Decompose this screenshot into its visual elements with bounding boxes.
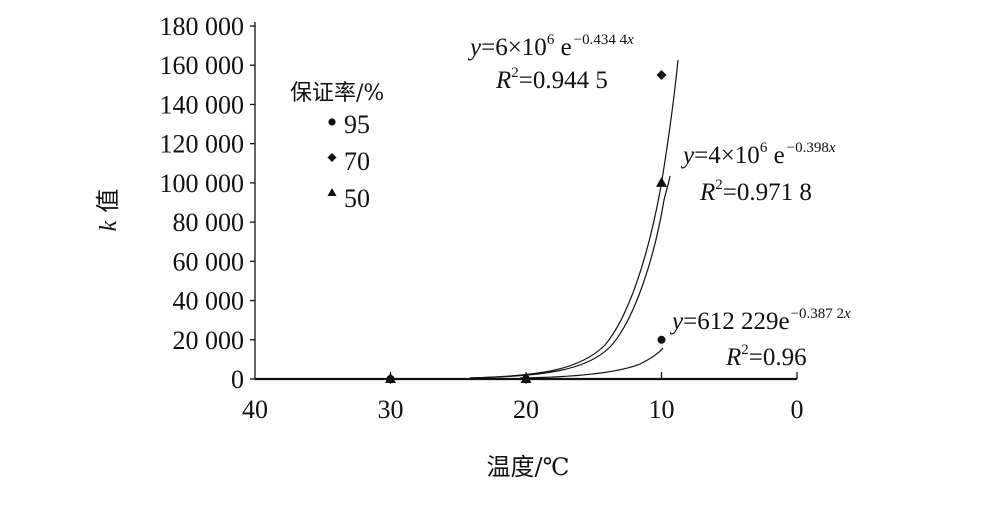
x-axis-title: 温度/℃ <box>487 453 570 481</box>
data-point-95 <box>657 335 666 344</box>
r-squared-50: R2=0.971 8 <box>699 177 812 206</box>
legend-title: 保证率/% <box>290 81 384 106</box>
legend-item-95: 95 <box>328 110 370 139</box>
equation-annotation-50: y=4×106 e −0.398x R2=0.971 8 <box>680 140 836 206</box>
x-tick-label: 30 <box>378 395 404 424</box>
equation-95: y=612 229e−0.387 2x <box>669 306 851 335</box>
y-axis-title: k值 <box>94 189 122 232</box>
x-tick-label: 0 <box>791 395 804 424</box>
y-tick-label: 60 000 <box>173 247 245 276</box>
circle-marker-icon <box>328 118 336 126</box>
data-point-50 <box>385 373 396 383</box>
y-axis-ticks: 0 20 000 40 000 60 000 80 000 100 000 120 000 1… <box>160 12 255 394</box>
y-tick-label: 100 000 <box>160 169 245 198</box>
trendline-95 <box>519 347 664 379</box>
data-points <box>385 70 667 384</box>
equation-annotation-95: y=612 229e−0.387 2x R2=0.96 <box>669 306 851 371</box>
trendline-50 <box>469 175 671 379</box>
triangle-marker-icon <box>327 188 337 196</box>
svg-text:k值: k值 <box>94 189 122 232</box>
y-tick-label: 40 000 <box>173 287 245 316</box>
trendlines <box>469 59 679 379</box>
equation-annotation-70: y=6×106 e −0.434 4x R2=0.944 5 <box>467 32 634 94</box>
equation-50: y=4×106 e −0.398x <box>680 140 836 169</box>
x-axis-ticks: 40 30 20 10 0 <box>242 372 804 424</box>
legend-label: 70 <box>344 147 370 176</box>
legend-label: 50 <box>344 184 370 213</box>
y-tick-label: 140 000 <box>160 90 245 119</box>
data-point-70 <box>656 70 667 81</box>
x-tick-label: 40 <box>242 395 268 424</box>
r-squared-70: R2=0.944 5 <box>495 65 608 94</box>
y-axis-title-rest: 值 <box>94 189 122 213</box>
y-axis-title-italic: k <box>96 220 122 231</box>
trendline-70 <box>469 59 679 379</box>
data-point-50 <box>656 176 667 187</box>
y-tick-label: 160 000 <box>160 51 245 80</box>
x-tick-label: 20 <box>513 395 539 424</box>
legend-item-50: 50 <box>327 184 370 213</box>
y-tick-label: 180 000 <box>160 12 245 41</box>
r-squared-95: R2=0.96 <box>725 342 807 371</box>
data-point-50 <box>520 373 532 383</box>
legend-item-70: 70 <box>327 147 370 176</box>
legend: 保证率/% 95 70 50 <box>290 81 384 213</box>
y-tick-label: 0 <box>231 365 244 394</box>
equation-70: y=6×106 e −0.434 4x <box>467 32 634 61</box>
x-tick-label: 10 <box>649 395 675 424</box>
y-tick-label: 120 000 <box>160 130 245 159</box>
diamond-marker-icon <box>327 153 337 162</box>
legend-label: 95 <box>344 110 370 139</box>
y-tick-label: 80 000 <box>173 208 245 237</box>
y-tick-label: 20 000 <box>173 326 245 355</box>
